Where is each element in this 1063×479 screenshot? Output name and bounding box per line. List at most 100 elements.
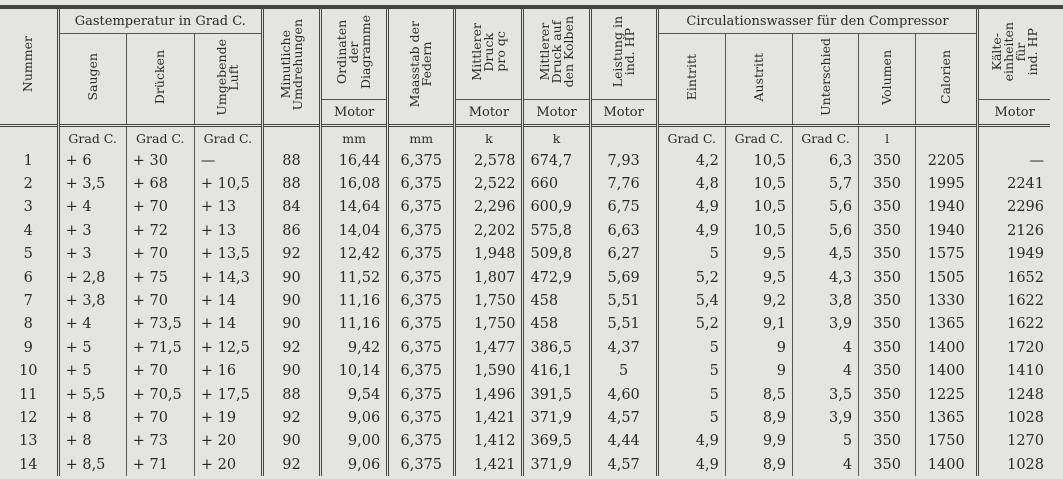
table-cell: 1028 [976, 406, 1050, 430]
header-circulation: Circulationswasser für den Compressor [655, 9, 978, 34]
table-cell: 4,2 [655, 149, 726, 173]
table-cell: 12,42 [319, 242, 388, 266]
header-eintritt: Eintritt [655, 33, 726, 126]
table-cell: 350 [858, 195, 916, 220]
table-row: 6 + 2,8 + 75 + 14,3 90 11,52 6,375 1,807 472,9 5,… [0, 265, 1050, 290]
header-maasstab: Maasstab der Federn [386, 9, 455, 126]
table-cell: 5 [23, 246, 33, 263]
table-cell: 350 [858, 312, 916, 337]
table-cell: 1365 [915, 312, 978, 337]
table-cell: 350 [858, 149, 916, 173]
header-gastemperatur: Gastemperatur in Grad C. [56, 9, 263, 34]
table-cell: 5 [588, 359, 658, 383]
header-saugen: Saugen [56, 33, 127, 126]
table-cell: 1,421 [453, 453, 523, 477]
table-cell: 9,06 [319, 453, 388, 477]
table-cell: 4,9 [655, 219, 726, 243]
table-cell: 1400 [915, 336, 978, 360]
table-cell: 8,9 [724, 453, 793, 477]
table-cell: + 17,5 [193, 382, 263, 407]
table-cell: 13 [19, 433, 38, 450]
table-cell: 84 [260, 195, 321, 220]
table-cell: 6,75 [588, 195, 658, 220]
table-cell: + 19 [193, 406, 263, 430]
table-cell: 350 [858, 265, 916, 290]
table-cell: 4,9 [655, 429, 726, 454]
table-cell: 5 [655, 359, 726, 383]
table-cell: + 71 [125, 453, 195, 477]
table-cell: 1248 [976, 382, 1050, 407]
table-cell: 92 [260, 406, 321, 430]
motor-label: Motor [976, 99, 1050, 126]
table-cell: 509,8 [521, 242, 591, 266]
motor-label: Motor [319, 99, 388, 126]
table-cell: 9,00 [319, 429, 388, 454]
table-cell: 10,5 [724, 149, 793, 173]
table-cell: 1270 [976, 429, 1050, 454]
table-cell: — [976, 149, 1050, 173]
table-cell: 9,06 [319, 406, 388, 430]
table-cell: 9 [724, 336, 793, 360]
table-cell: + 70 [125, 289, 195, 313]
table-cell: 350 [858, 172, 916, 196]
table-cell: 350 [858, 289, 916, 313]
unit-cell: k [521, 124, 591, 149]
table-cell: 3,5 [791, 382, 859, 407]
table-cell: + 30 [125, 149, 195, 173]
header-unterschied: Unterschied [791, 33, 859, 126]
table-cell: 10,5 [724, 195, 793, 220]
table-cell: 4,57 [588, 406, 658, 430]
table-cell: 575,8 [521, 219, 591, 243]
table-cell: 1575 [915, 242, 978, 266]
table-cell: 2,296 [453, 195, 523, 220]
table-cell: 1028 [976, 453, 1050, 477]
table-cell: 350 [858, 406, 916, 430]
table-cell: 6,375 [386, 172, 455, 196]
table-row: 7 + 3,8 + 70 + 14 90 11,16 6,375 1,750 458 5,51 5,… [0, 289, 1050, 313]
table-cell: + 14 [193, 289, 263, 313]
table-cell: + 8 [56, 429, 127, 454]
unit-cell [915, 124, 978, 149]
table-cell: 5,4 [655, 289, 726, 313]
table-cell: 1,750 [453, 312, 523, 337]
measurement-table: Nummer Gastemperatur in Grad C. Minutlic… [0, 9, 1050, 477]
table-cell: 90 [260, 289, 321, 313]
table-cell: 6,375 [386, 265, 455, 290]
table-cell: 1622 [976, 312, 1050, 337]
table-cell: + 14 [193, 312, 263, 337]
unit-cell: Grad C. [125, 124, 195, 149]
table-cell: 5,69 [588, 265, 658, 290]
table-cell: 2205 [915, 149, 978, 173]
table-cell: 1400 [915, 359, 978, 383]
table-cell: 4,57 [588, 453, 658, 477]
table-cell: 11,16 [319, 289, 388, 313]
table-cell: 11,16 [319, 312, 388, 337]
table-cell: + 12,5 [193, 336, 263, 360]
table-cell: 90 [260, 265, 321, 290]
table-cell: 350 [858, 219, 916, 243]
table-cell: 1,750 [453, 289, 523, 313]
table-cell: + 8 [56, 406, 127, 430]
table-cell: 90 [260, 429, 321, 454]
table-cell: 1949 [976, 242, 1050, 266]
table-cell: + 13 [193, 219, 263, 243]
unit-cell: Grad C. [193, 124, 263, 149]
table-cell: + 4 [56, 195, 127, 220]
table-cell: 2 [23, 176, 33, 193]
table-cell: 6,375 [386, 242, 455, 266]
table-cell: 8,5 [724, 382, 793, 407]
table-cell: 4 [791, 359, 859, 383]
table-row: 8 + 4 + 73,5 + 14 90 11,16 6,375 1,750 458 5,51 5,… [0, 312, 1050, 337]
table-cell: 8,9 [724, 406, 793, 430]
table-cell: 1940 [915, 219, 978, 243]
table-cell: 6,63 [588, 219, 658, 243]
table-cell: 350 [858, 429, 916, 454]
table-cell: 350 [858, 382, 916, 407]
table-cell: 6,375 [386, 359, 455, 383]
table-cell: 6,375 [386, 149, 455, 173]
table-cell: 1505 [915, 265, 978, 290]
header-minutliche: Minutliche Umdrehungen [260, 9, 321, 126]
table-cell: + 3 [56, 242, 127, 266]
table-cell: 2126 [976, 219, 1050, 243]
table-cell: + 13,5 [193, 242, 263, 266]
